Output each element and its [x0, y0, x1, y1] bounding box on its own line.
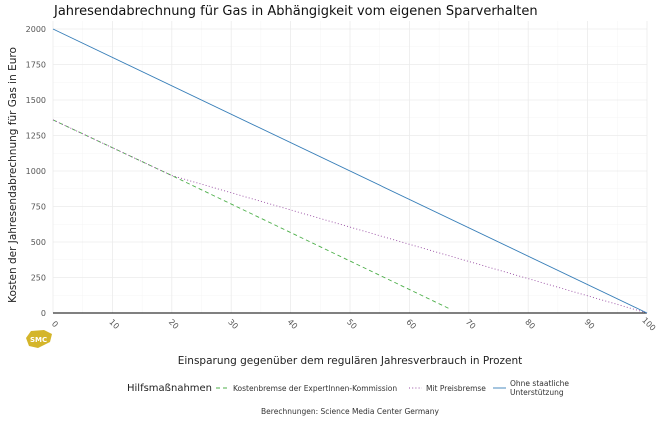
legend-label-3: Ohne staatliche Unterstützung: [510, 379, 569, 397]
x-tick-label: 30: [226, 317, 240, 331]
y-tick-label: 1750: [26, 61, 46, 70]
y-tick-label: 1500: [26, 96, 46, 105]
legend-title: Hilfsmaßnahmen: [127, 383, 212, 394]
x-tick-label: 50: [345, 317, 359, 331]
series-line-2: [52, 119, 648, 314]
x-tick-label: 20: [167, 317, 181, 331]
y-tick-label: 1000: [26, 167, 46, 176]
x-tick-label: 100: [640, 316, 657, 333]
y-axis-label: Kosten der Jahresendabrechnung für Gas i…: [7, 47, 19, 303]
legend-label-2: Mit Preisbremse: [426, 384, 486, 393]
series-line-3: [52, 28, 648, 314]
smc-logo: SMC: [26, 330, 52, 348]
series-line-1: [52, 119, 452, 310]
x-tick-label: 80: [523, 317, 537, 331]
y-tick-label: 0: [41, 309, 46, 318]
legend: Hilfsmaßnahmen Kostenbremse der ExpertIn…: [127, 379, 569, 397]
x-tick-label: 60: [404, 317, 418, 331]
x-axis-label: Einsparung gegenüber dem regulären Jahre…: [178, 355, 523, 367]
y-tick-label: 250: [31, 274, 46, 283]
smc-logo-text: SMC: [30, 336, 47, 344]
y-axis-ticks: 0 250 500 750 1000 1250 1500 1750 2000: [26, 25, 46, 318]
x-axis-ticks: 0 10 20 30 40 50 60 70 80 90 100: [50, 316, 658, 333]
grid: [52, 21, 648, 314]
chart-title: Jahresendabrechnung für Gas in Abhängigk…: [53, 4, 538, 19]
x-tick-label: 10: [107, 317, 121, 331]
y-tick-label: 500: [31, 238, 46, 247]
x-tick-label: 0: [50, 319, 60, 329]
y-tick-label: 750: [31, 203, 46, 212]
legend-label-1: Kostenbremse der ExpertInnen-Kommission: [233, 384, 397, 393]
x-tick-label: 90: [583, 317, 597, 331]
y-tick-label: 1250: [26, 132, 46, 141]
series-group: [52, 28, 648, 314]
y-tick-label: 2000: [26, 25, 46, 34]
chart-caption: Berechnungen: Science Media Center Germa…: [261, 407, 439, 416]
x-tick-label: 40: [286, 317, 300, 331]
x-tick-label: 70: [464, 317, 478, 331]
